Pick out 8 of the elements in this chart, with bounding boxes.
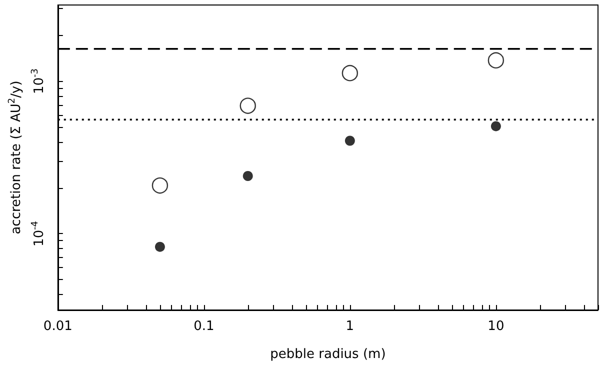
x-tick-label: 10 bbox=[488, 319, 504, 334]
x-tick-label: 0.01 bbox=[43, 319, 72, 334]
x-axis-title: pebble radius (m) bbox=[270, 347, 386, 362]
y-axis-title: accretion rate (Σ AU2/y) bbox=[8, 80, 24, 234]
y-tick-label: 10-4 bbox=[30, 220, 47, 246]
x-tick-label: 0.1 bbox=[194, 319, 214, 334]
y-tick-label: 10-3 bbox=[30, 68, 47, 94]
x-tick-label: 1 bbox=[346, 319, 354, 334]
